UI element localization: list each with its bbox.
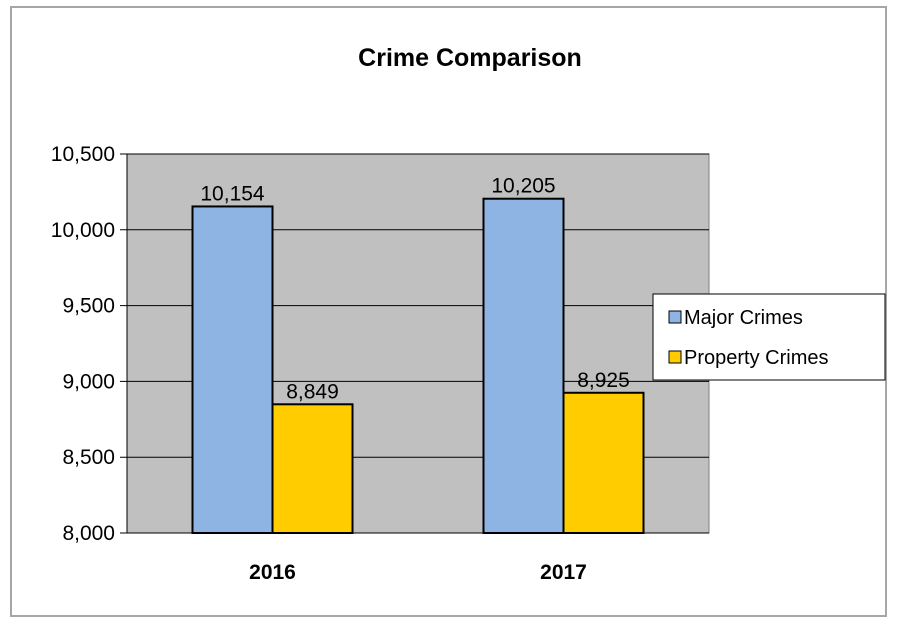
data-label: 10,205	[491, 175, 555, 198]
y-tick-label: 10,000	[51, 219, 115, 242]
data-label: 10,154	[200, 182, 265, 205]
y-tick-label: 10,500	[51, 143, 115, 166]
data-label: 8,925	[577, 369, 630, 392]
bar-property-crimes-2017	[562, 391, 645, 534]
data-label: 8,849	[286, 380, 339, 403]
x-category-label: 2017	[540, 561, 587, 584]
bar-major-crimes-2017	[482, 197, 565, 535]
legend-label: Property Crimes	[684, 347, 828, 369]
legend: Major Crimes Property Crimes	[652, 293, 886, 381]
y-tick-label: 9,000	[62, 370, 115, 393]
bar-property-crimes-2016	[271, 403, 354, 534]
legend-swatch	[668, 310, 682, 324]
y-tick-label: 8,500	[62, 446, 115, 469]
legend-label: Major Crimes	[684, 307, 803, 329]
y-tick-label: 9,500	[62, 295, 115, 318]
y-tick-label: 8,000	[62, 522, 115, 545]
x-category-label: 2016	[249, 561, 296, 584]
chart-title: Crime Comparison	[358, 44, 582, 72]
legend-swatch	[668, 350, 682, 364]
legend-box	[652, 293, 886, 381]
bar-major-crimes-2016	[191, 205, 274, 534]
plot-area: 8,000 8,500 9,000 9,500 10,000 10,500 10,154 8,…	[51, 143, 710, 584]
